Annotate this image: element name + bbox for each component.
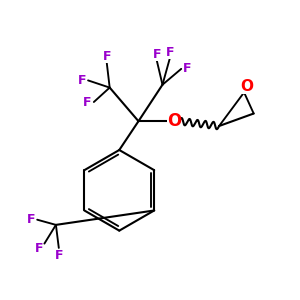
Text: F: F — [77, 74, 86, 87]
Text: F: F — [183, 62, 192, 75]
Text: F: F — [83, 95, 92, 109]
Text: F: F — [35, 242, 44, 255]
Text: F: F — [103, 50, 111, 63]
Text: O: O — [240, 79, 253, 94]
Text: F: F — [152, 48, 161, 61]
Text: F: F — [55, 249, 63, 262]
Text: F: F — [27, 213, 35, 226]
Text: O: O — [167, 112, 181, 130]
Text: F: F — [165, 46, 174, 59]
